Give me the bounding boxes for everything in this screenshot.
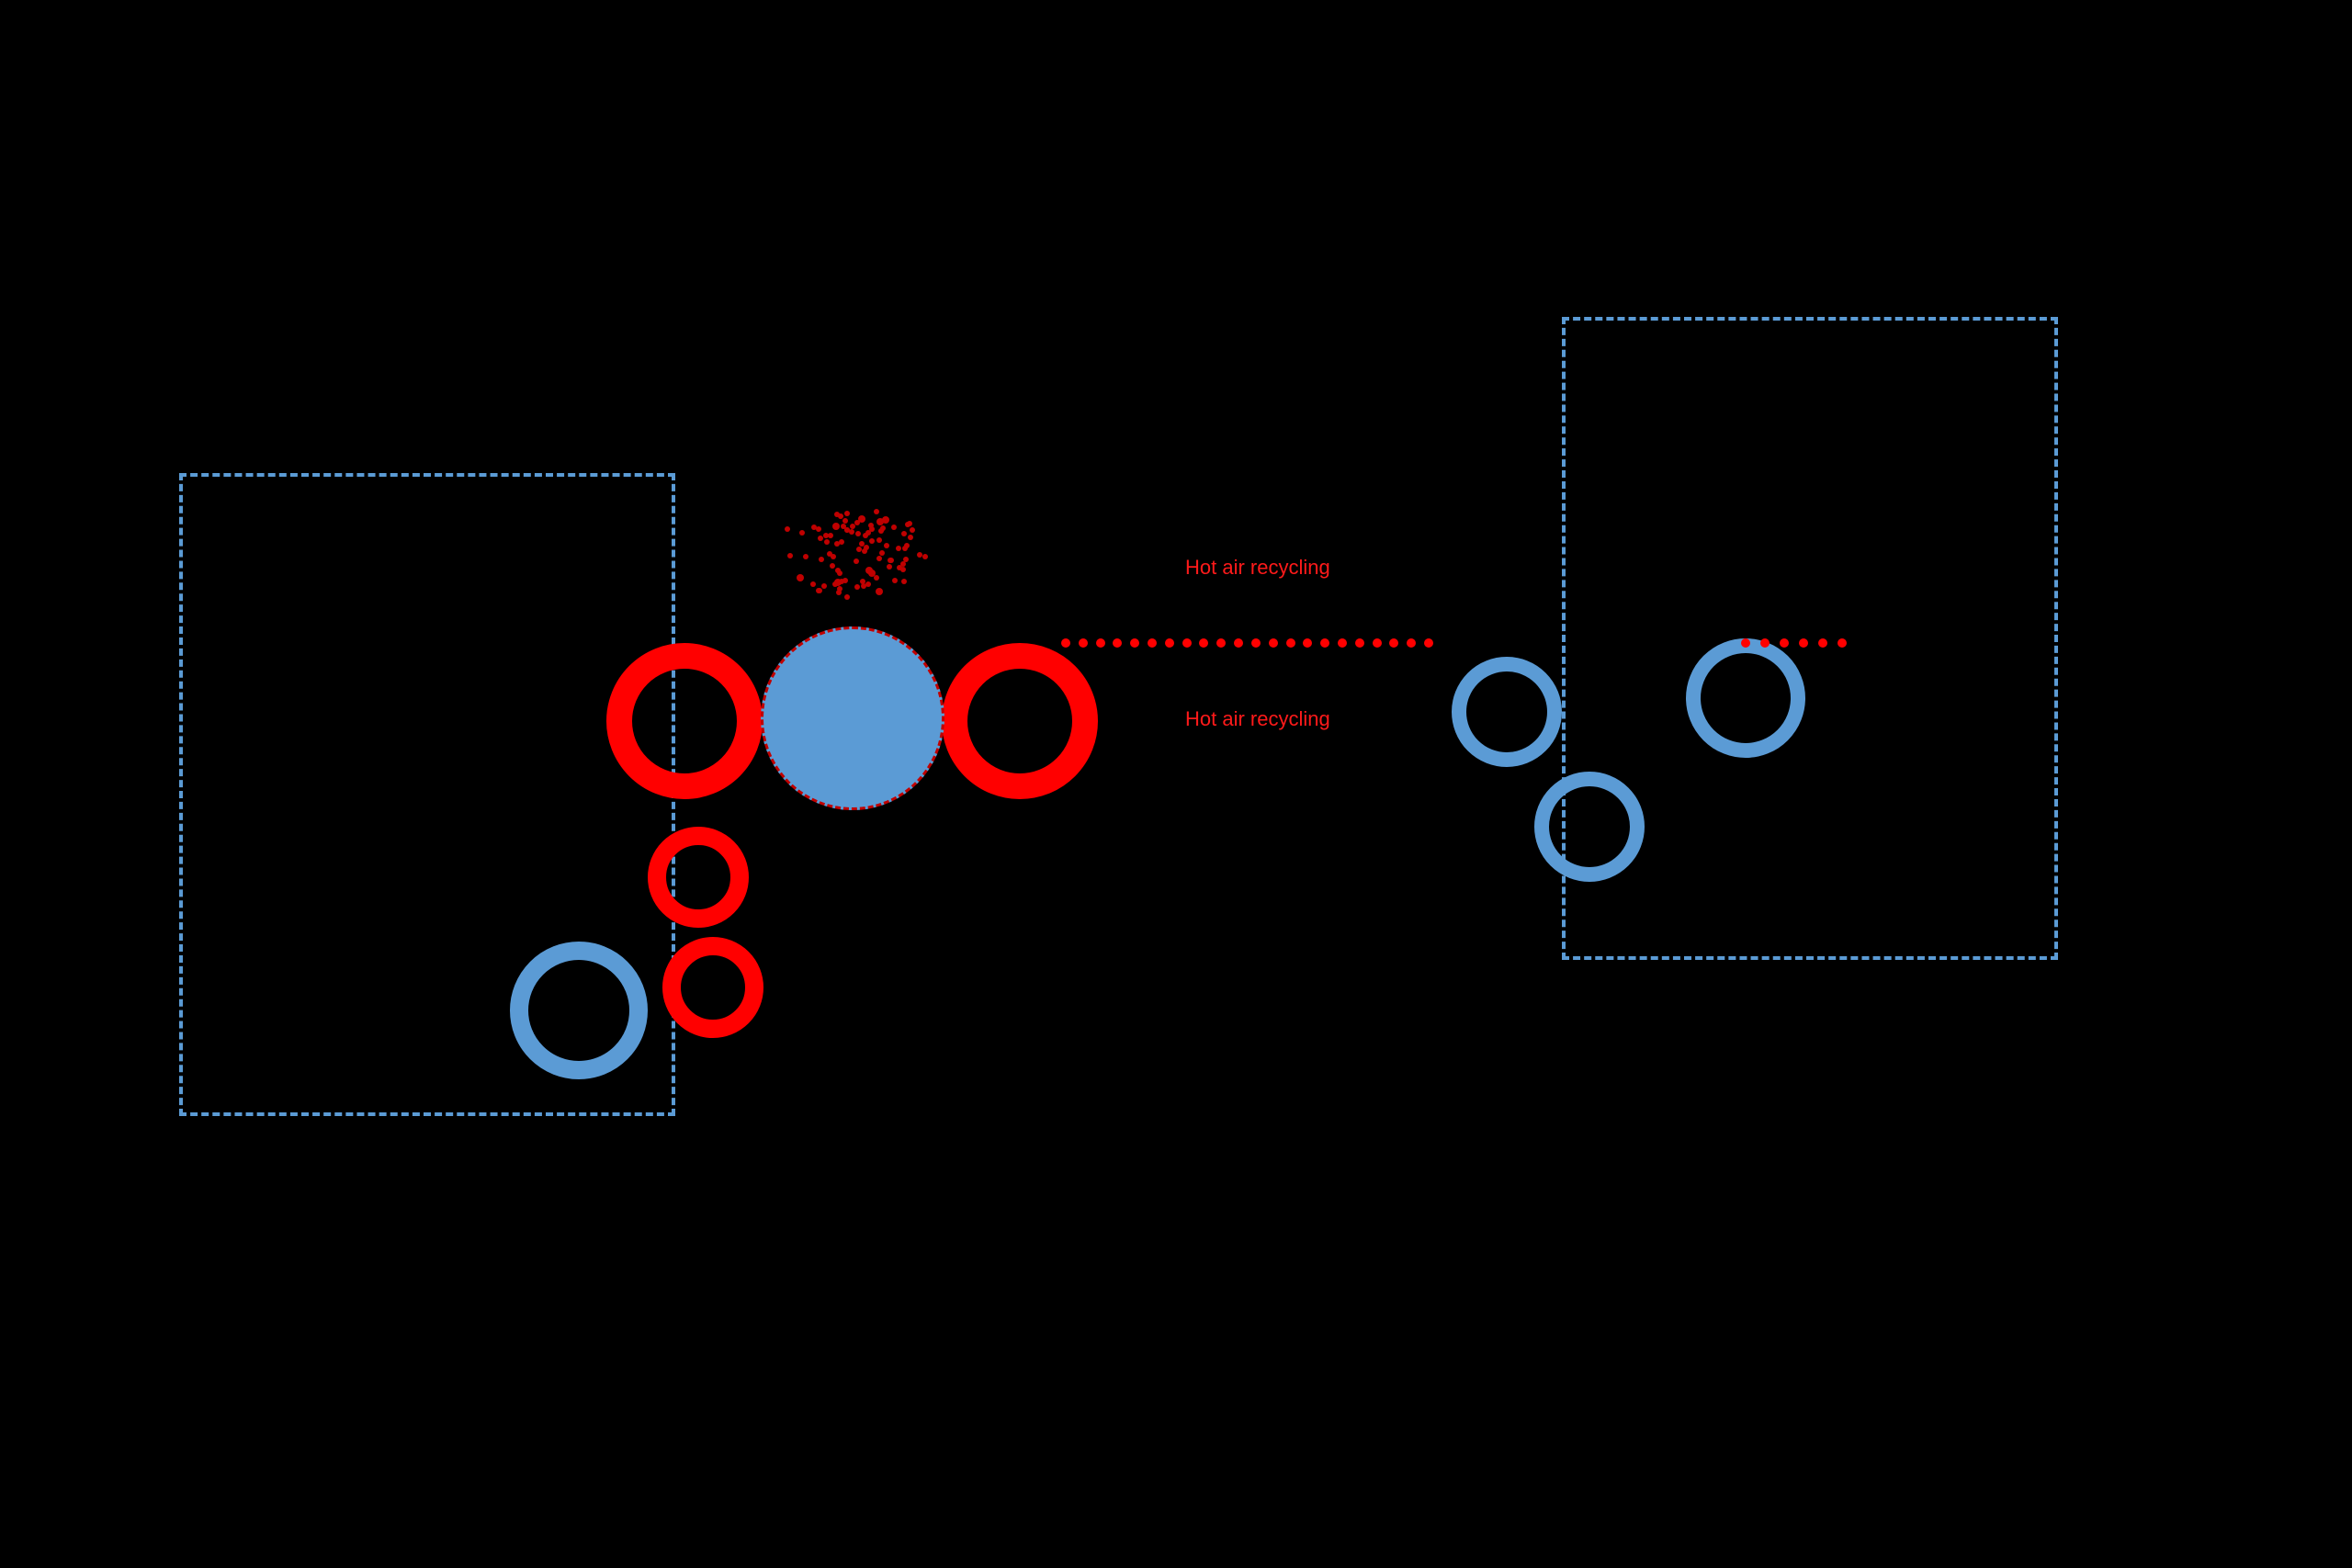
speckle-dot	[896, 546, 901, 551]
speckle-dot	[824, 539, 830, 545]
speckle-dot	[850, 524, 855, 529]
speckle-dot	[876, 556, 882, 561]
dots-upper-dot	[1303, 638, 1312, 648]
speckle-dot	[854, 558, 859, 564]
dots-upper-dot	[1320, 638, 1329, 648]
speckle-dot	[869, 526, 875, 532]
speckle-dot	[810, 581, 816, 587]
speckle-dot	[834, 541, 840, 547]
speckle-dot	[865, 581, 871, 587]
dots-upper-dot	[1269, 638, 1278, 648]
speckle-dot	[879, 550, 885, 556]
speckle-dot	[908, 535, 913, 540]
dots-right-dot	[1838, 638, 1847, 648]
label-upper: Hot air recycling	[1185, 556, 1330, 580]
red-ring-right	[942, 643, 1098, 799]
speckle-dot	[887, 564, 892, 570]
speckle-dot	[876, 588, 883, 595]
speckle-dot	[818, 536, 823, 541]
speckle-dot	[904, 543, 910, 548]
speckle-dot	[803, 554, 808, 559]
dots-upper-dot	[1182, 638, 1192, 648]
dots-upper-dot	[1216, 638, 1226, 648]
speckle-dot	[854, 584, 860, 590]
speckle-dot	[835, 568, 841, 573]
dots-upper-dot	[1234, 638, 1243, 648]
dots-upper-dot	[1373, 638, 1382, 648]
red-ring-mid	[648, 827, 749, 928]
speckle-dot	[831, 554, 836, 559]
speckle-dot	[797, 574, 804, 581]
dots-upper-dot	[1424, 638, 1433, 648]
dots-upper-dot	[1096, 638, 1105, 648]
speckle-dot	[855, 531, 861, 536]
dots-upper-dot	[1355, 638, 1364, 648]
dots-right-dot	[1760, 638, 1770, 648]
speckle-dot	[819, 557, 824, 562]
speckle-dot	[844, 527, 850, 533]
speckle-dot	[844, 511, 850, 516]
speckle-dot	[922, 554, 928, 559]
speckle-dot	[799, 530, 805, 536]
speckle-dot	[861, 583, 866, 589]
dots-upper-dot	[1079, 638, 1088, 648]
dots-upper-dot	[1251, 638, 1261, 648]
speckle-dot	[891, 525, 897, 530]
dots-right-dot	[1741, 638, 1750, 648]
blue-ring-bl	[510, 942, 648, 1079]
dots-upper-dot	[1389, 638, 1398, 648]
red-ring-low	[662, 937, 763, 1038]
speckle-dot	[844, 594, 850, 600]
dots-upper-dot	[1130, 638, 1139, 648]
blue-ring-r2	[1534, 772, 1645, 882]
speckle-dot	[864, 545, 869, 550]
speckle-dot	[874, 509, 879, 514]
speckle-dot	[876, 537, 882, 543]
dots-upper-dot	[1407, 638, 1416, 648]
speckle-dot	[910, 527, 915, 533]
speckle-dot	[837, 586, 842, 592]
dots-upper-dot	[1199, 638, 1208, 648]
speckle-dot	[785, 526, 790, 532]
speckle-dot	[892, 578, 898, 583]
speckle-dot	[849, 529, 854, 535]
dots-upper-dot	[1061, 638, 1070, 648]
label-lower: Hot air recycling	[1185, 707, 1330, 731]
blue-ring-r3	[1686, 638, 1805, 758]
speckle-dot	[832, 523, 840, 530]
speckle-dot	[878, 528, 884, 534]
speckle-dot	[816, 526, 821, 532]
dots-right-dot	[1818, 638, 1827, 648]
dots-upper-dot	[1286, 638, 1295, 648]
speckle-dot	[901, 579, 907, 584]
speckle-dot	[828, 533, 833, 538]
speckle-dot	[821, 583, 827, 589]
speckle-dot	[876, 518, 884, 525]
speckle-dot	[884, 543, 889, 548]
blue-ring-r1	[1452, 657, 1562, 767]
speckle-dot	[901, 531, 907, 536]
speckle-dot	[869, 538, 875, 544]
speckle-dot	[907, 521, 912, 526]
right-box	[1562, 317, 2058, 960]
blue-disc	[761, 626, 944, 810]
speckle-dot	[856, 547, 862, 552]
dots-right-dot	[1780, 638, 1789, 648]
dots-upper-dot	[1148, 638, 1157, 648]
speckle-dot	[865, 567, 873, 574]
dots-upper-dot	[1113, 638, 1122, 648]
speckle-dot	[917, 552, 922, 558]
speckle-dot	[830, 563, 835, 569]
speckle-dot	[888, 558, 893, 563]
speckle-dot	[842, 518, 848, 524]
speckle-dot	[787, 553, 793, 558]
dots-upper-dot	[1165, 638, 1174, 648]
dots-upper-dot	[1338, 638, 1347, 648]
speckle-dot	[834, 579, 842, 586]
red-ring-left	[606, 643, 763, 799]
dots-right-dot	[1799, 638, 1808, 648]
diagram-canvas: Hot air recycling Hot air recycling	[0, 0, 2352, 1568]
